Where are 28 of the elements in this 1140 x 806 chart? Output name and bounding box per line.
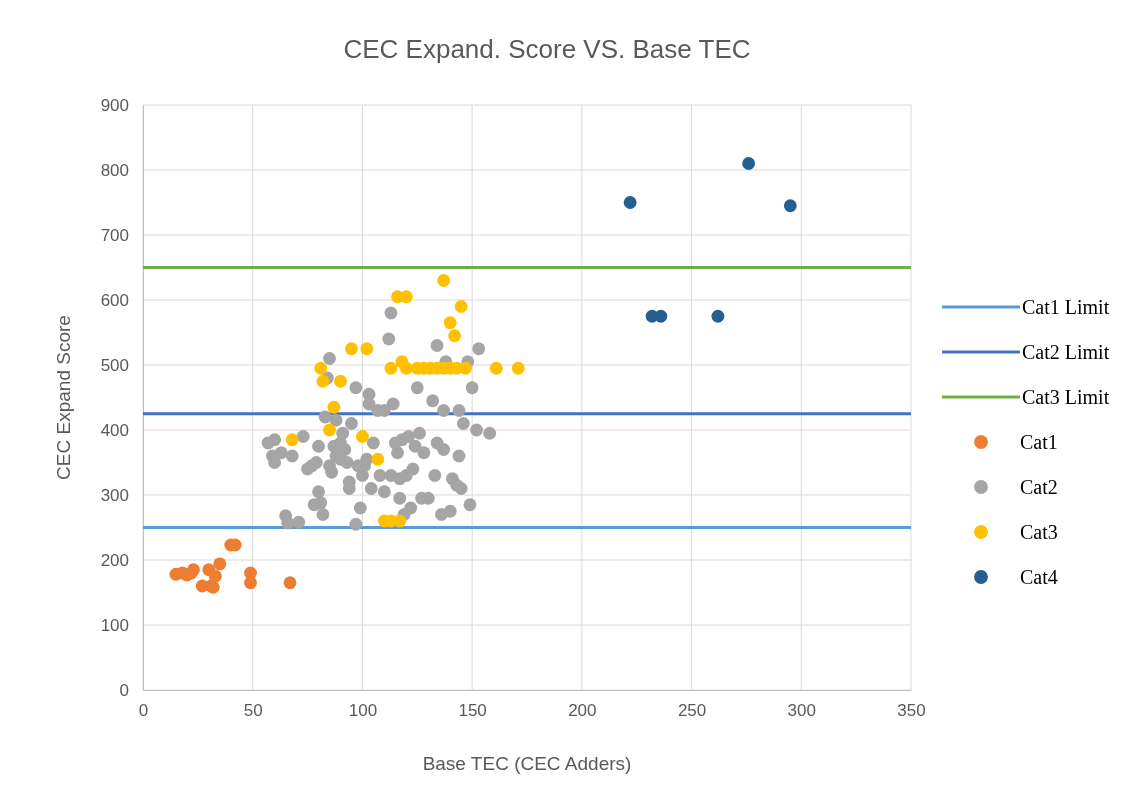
y-axis-title: CEC Expand Score	[53, 315, 74, 480]
x-tick-label: 350	[897, 701, 926, 721]
x-tick-label: 0	[138, 701, 149, 721]
legend-label: Cat2 Limit	[1022, 341, 1110, 363]
y-tick-label: 300	[100, 485, 129, 505]
legend-label: Cat1	[1020, 431, 1058, 453]
y-tick-label: 900	[100, 95, 129, 115]
y-tick-label: 800	[100, 160, 129, 180]
legend-label: Cat1 Limit	[1022, 296, 1110, 318]
y-tick-label: 500	[100, 355, 129, 375]
y-tick-label: 100	[100, 615, 129, 635]
x-tick-label: 250	[677, 701, 707, 721]
legend-label: Cat4	[1020, 566, 1058, 588]
x-tick-label: 200	[568, 701, 597, 721]
x-tick-label: 300	[787, 701, 816, 721]
x-tick-label: 150	[458, 701, 487, 721]
y-tick-label: 700	[100, 225, 129, 245]
y-tick-label: 400	[100, 420, 129, 440]
legend-label: Cat3 Limit	[1022, 386, 1110, 408]
x-tick-label: 50	[243, 701, 263, 721]
chart-title: CEC Expand. Score VS. Base TEC	[343, 34, 751, 64]
y-tick-label: 600	[100, 290, 129, 310]
y-tick-label: 0	[119, 680, 129, 700]
legend-label: Cat3	[1020, 521, 1058, 543]
x-tick-label: 100	[348, 701, 378, 721]
legend-label: Cat2	[1020, 476, 1058, 498]
x-axis-title: Base TEC (CEC Adders)	[422, 753, 632, 774]
y-tick-label: 200	[100, 550, 129, 570]
